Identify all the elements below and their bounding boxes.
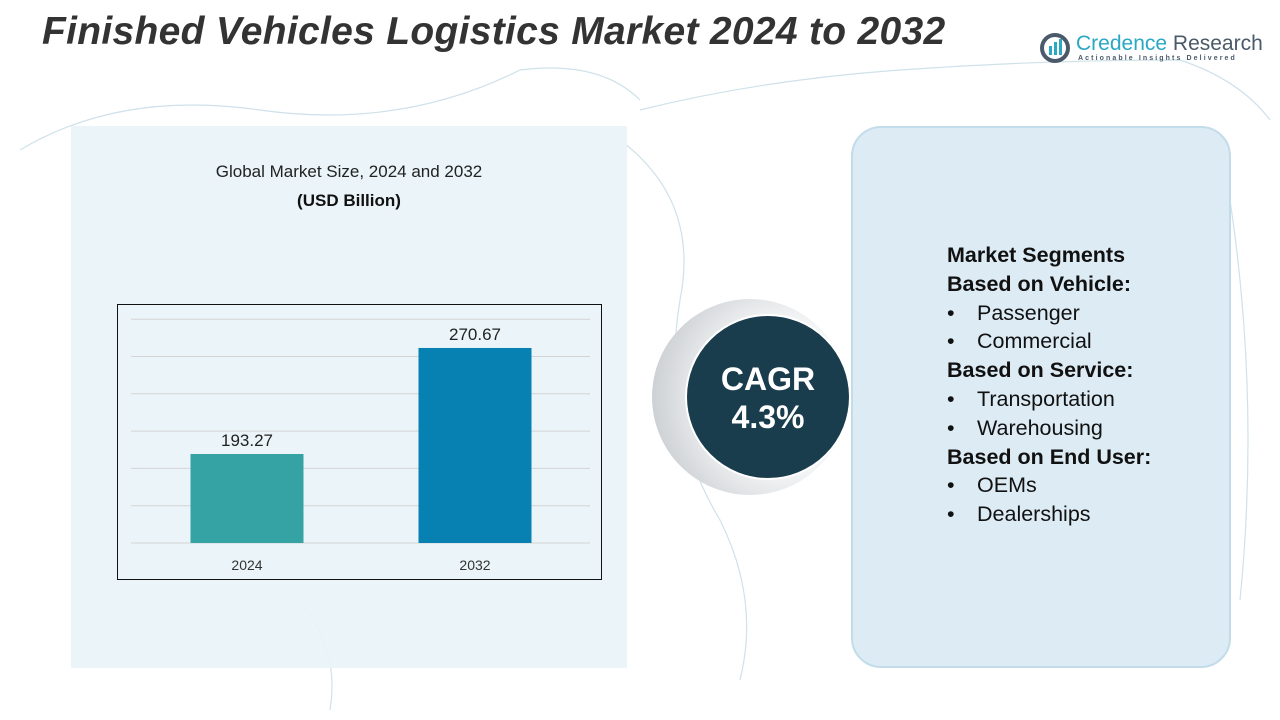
logo-tagline: Actionable Insights Delivered — [1078, 55, 1237, 62]
page-title: Finished Vehicles Logistics Market 2024 … — [42, 10, 946, 53]
segments-heading: Market Segments — [947, 243, 1126, 267]
cagr-badge: CAGR 4.3% — [685, 314, 851, 480]
cagr-value: 4.3% — [731, 399, 805, 435]
logo-brand-1: Credence — [1076, 32, 1168, 55]
segment-item: • Transportation — [947, 386, 1115, 411]
logo-brand-2: Research — [1172, 32, 1263, 55]
logo-icon — [1040, 33, 1070, 63]
segments-panel — [851, 126, 1231, 668]
segment-item: • Dealerships — [947, 502, 1091, 527]
segment-group-title: Based on Vehicle: — [947, 271, 1132, 296]
data-label: 270.67 — [449, 325, 501, 344]
segment-group-title: Based on Service: — [947, 358, 1134, 383]
chart-panel — [71, 126, 627, 668]
x-tick-label: 2024 — [231, 557, 262, 573]
chart-frame: 193.27 2024 270.67 2032 — [117, 304, 602, 580]
segment-item: • Commercial — [947, 329, 1092, 354]
segment-item: • Passenger — [947, 300, 1080, 325]
chart-unit: (USD Billion) — [297, 191, 401, 210]
bar-2032 — [418, 347, 532, 543]
segment-item: • OEMs — [947, 473, 1037, 498]
bar-chart: 193.27 2024 270.67 2032 — [131, 318, 590, 573]
credence-research-logo: Credence Research Actionable Insights De… — [1040, 30, 1270, 70]
x-tick-label: 2032 — [459, 557, 490, 573]
segment-item: • Warehousing — [947, 415, 1103, 440]
bar-2024 — [190, 454, 304, 543]
market-segments: Market Segments Based on Vehicle: • Passe… — [947, 241, 1151, 529]
data-label: 193.27 — [221, 431, 273, 450]
cagr-label: CAGR — [720, 361, 816, 397]
segment-group-title: Based on End User: — [947, 444, 1152, 469]
chart-title: Global Market Size, 2024 and 2032 — [215, 162, 483, 181]
